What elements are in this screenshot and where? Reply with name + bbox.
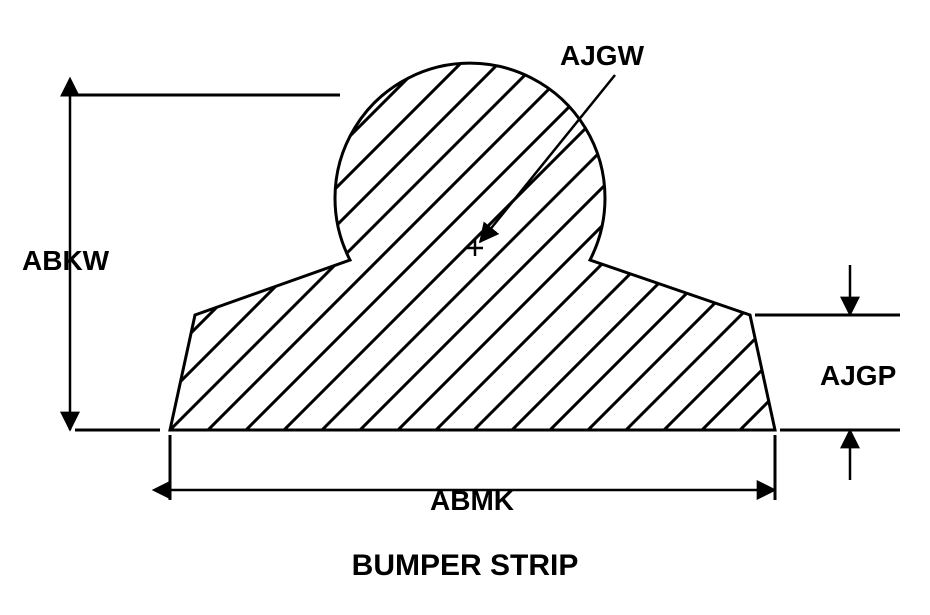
dimension-lines — [70, 75, 900, 500]
dim-label-abmk: ABMK — [430, 485, 514, 516]
hatch-fill — [120, 0, 825, 615]
diagram-title: BUMPER STRIP — [352, 549, 579, 582]
bumper-cross-section — [170, 63, 775, 430]
dim-label-ajgp: AJGP — [820, 360, 896, 391]
dim-label-ajgw: AJGW — [560, 40, 645, 71]
dim-label-abkw: ABKW — [22, 245, 110, 276]
